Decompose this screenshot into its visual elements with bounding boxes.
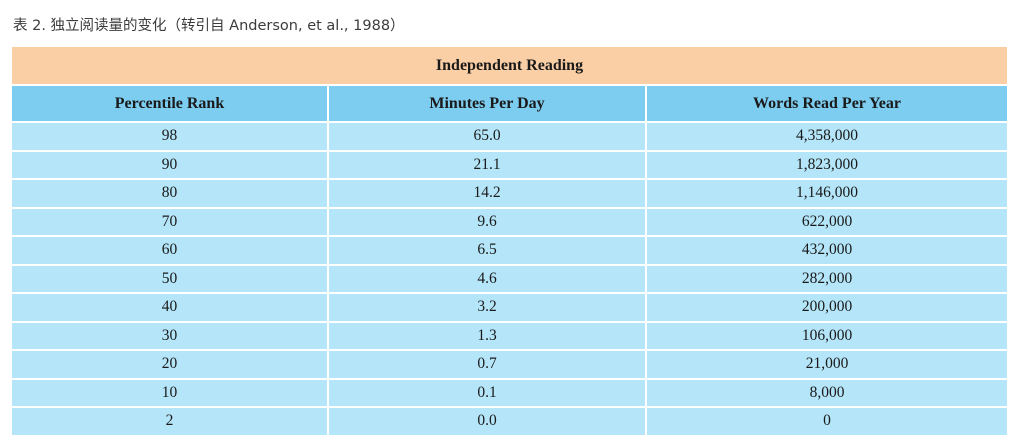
table-row: 40 3.2 200,000 [12, 294, 1008, 323]
cell-words-read-per-year: 106,000 [645, 322, 1008, 351]
table-row: 20 0.7 21,000 [12, 351, 1008, 380]
table-row: 60 6.5 432,000 [12, 237, 1008, 266]
cell-minutes-per-day: 6.5 [327, 237, 645, 266]
table-row: 30 1.3 106,000 [12, 322, 1008, 351]
table-title: Independent Reading [12, 47, 1008, 86]
cell-minutes-per-day: 0.0 [327, 408, 645, 435]
cell-percentile-rank: 98 [12, 123, 327, 152]
column-header-minutes-per-day: Minutes Per Day [327, 86, 645, 123]
cell-words-read-per-year: 622,000 [645, 208, 1008, 237]
cell-minutes-per-day: 3.2 [327, 294, 645, 323]
column-header-words-read-per-year: Words Read Per Year [645, 86, 1008, 123]
table-row: 50 4.6 282,000 [12, 265, 1008, 294]
cell-minutes-per-day: 14.2 [327, 180, 645, 209]
cell-percentile-rank: 50 [12, 265, 327, 294]
cell-words-read-per-year: 4,358,000 [645, 123, 1008, 152]
cell-words-read-per-year: 0 [645, 408, 1008, 435]
table-row: 10 0.1 8,000 [12, 379, 1008, 408]
table-body: 98 65.0 4,358,000 90 21.1 1,823,000 80 14.2 1,14… [12, 123, 1008, 435]
cell-percentile-rank: 40 [12, 294, 327, 323]
cell-percentile-rank: 10 [12, 379, 327, 408]
cell-percentile-rank: 90 [12, 151, 327, 180]
cell-minutes-per-day: 1.3 [327, 322, 645, 351]
cell-percentile-rank: 70 [12, 208, 327, 237]
cell-words-read-per-year: 1,146,000 [645, 180, 1008, 209]
cell-words-read-per-year: 200,000 [645, 294, 1008, 323]
table-row: 2 0.0 0 [12, 408, 1008, 435]
cell-minutes-per-day: 21.1 [327, 151, 645, 180]
cell-words-read-per-year: 1,823,000 [645, 151, 1008, 180]
table-caption: 表 2. 独立阅读量的变化（转引自 Anderson, et al., 1988… [13, 18, 405, 34]
table-row: 70 9.6 622,000 [12, 208, 1008, 237]
independent-reading-table: Independent Reading Percentile Rank Minu… [12, 47, 1008, 435]
cell-percentile-rank: 80 [12, 180, 327, 209]
cell-words-read-per-year: 8,000 [645, 379, 1008, 408]
table-row: 98 65.0 4,358,000 [12, 123, 1008, 152]
cell-minutes-per-day: 4.6 [327, 265, 645, 294]
table-row: 80 14.2 1,146,000 [12, 180, 1008, 209]
cell-minutes-per-day: 0.1 [327, 379, 645, 408]
table-header-row: Percentile Rank Minutes Per Day Words Re… [12, 86, 1008, 123]
table-row: 90 21.1 1,823,000 [12, 151, 1008, 180]
cell-minutes-per-day: 65.0 [327, 123, 645, 152]
cell-percentile-rank: 60 [12, 237, 327, 266]
cell-minutes-per-day: 9.6 [327, 208, 645, 237]
cell-words-read-per-year: 21,000 [645, 351, 1008, 380]
cell-percentile-rank: 2 [12, 408, 327, 435]
cell-minutes-per-day: 0.7 [327, 351, 645, 380]
column-header-percentile-rank: Percentile Rank [12, 86, 327, 123]
table-title-row: Independent Reading [12, 47, 1008, 86]
cell-words-read-per-year: 432,000 [645, 237, 1008, 266]
cell-words-read-per-year: 282,000 [645, 265, 1008, 294]
cell-percentile-rank: 20 [12, 351, 327, 380]
cell-percentile-rank: 30 [12, 322, 327, 351]
